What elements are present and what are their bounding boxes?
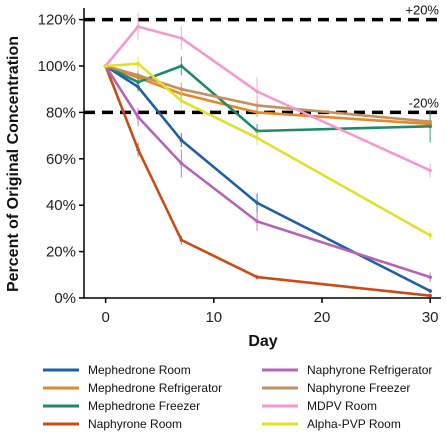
data-point bbox=[428, 233, 432, 238]
data-point bbox=[103, 64, 108, 68]
data-point bbox=[179, 36, 184, 40]
series-naphyrone-refrigerator bbox=[103, 64, 432, 282]
x-tick-label: 0 bbox=[101, 309, 109, 326]
data-point bbox=[255, 89, 259, 94]
data-point bbox=[179, 238, 184, 242]
series-alpha-pvp-room bbox=[103, 56, 432, 240]
data-point bbox=[428, 289, 432, 293]
series-line bbox=[104, 25, 432, 172]
data-point bbox=[428, 275, 432, 279]
legend-label: Naphyrone Freezer bbox=[307, 381, 410, 395]
series-mephedrone-freezer bbox=[103, 56, 432, 143]
data-point bbox=[179, 99, 184, 103]
legend-label: Mephedrone Freezer bbox=[88, 399, 200, 413]
legend-item-mephedrone-refrigerator: Mephedrone Refrigerator bbox=[43, 381, 222, 395]
y-tick-label: 0% bbox=[54, 290, 76, 307]
series-group bbox=[103, 12, 432, 298]
data-point bbox=[179, 161, 184, 166]
data-point bbox=[255, 136, 259, 140]
legend-label: Naphyrone Room bbox=[88, 417, 182, 431]
data-point bbox=[136, 61, 140, 66]
x-tick-label: 30 bbox=[422, 309, 439, 326]
data-point bbox=[255, 201, 259, 205]
legend-label: Mephedrone Refrigerator bbox=[88, 381, 222, 395]
y-tick-label: 100% bbox=[38, 58, 76, 75]
x-tick-label: 10 bbox=[205, 309, 222, 326]
data-point bbox=[136, 147, 140, 152]
legend-item-naphyrone-room: Naphyrone Room bbox=[43, 417, 182, 431]
data-point bbox=[179, 87, 184, 91]
axes: 0% 20% 40% 60% 80% 100% 120% 0 10 20 30 bbox=[38, 8, 441, 326]
y-tick-label: 20% bbox=[46, 244, 76, 261]
legend-item-mephedrone-room: Mephedrone Room bbox=[43, 363, 191, 377]
legend-label: Alpha-PVP Room bbox=[307, 417, 401, 431]
legend-label: Naphyrone Refrigerator bbox=[307, 363, 432, 377]
data-point bbox=[136, 24, 140, 29]
y-tick-label: 40% bbox=[46, 197, 76, 214]
data-point bbox=[428, 119, 432, 124]
series-mdpv-room bbox=[103, 12, 432, 178]
x-tick-label: 20 bbox=[314, 309, 331, 326]
data-point bbox=[255, 110, 259, 115]
legend-item-naphyrone-refrigerator: Naphyrone Refrigerator bbox=[262, 363, 432, 377]
data-point bbox=[255, 219, 259, 224]
legend: Mephedrone Room Naphyrone Refrigerator Mep… bbox=[43, 363, 432, 431]
data-point bbox=[136, 73, 140, 78]
legend-item-naphyrone-freezer: Naphyrone Freezer bbox=[262, 381, 410, 395]
legend-label: Mephedrone Room bbox=[88, 363, 191, 377]
data-point bbox=[136, 115, 140, 119]
data-point bbox=[179, 138, 184, 143]
data-point bbox=[428, 293, 432, 298]
y-tick-label: 60% bbox=[46, 151, 76, 168]
y-tick-label: 80% bbox=[46, 104, 76, 121]
data-point bbox=[428, 168, 432, 173]
data-point bbox=[255, 275, 259, 279]
reference-line-label: -20% bbox=[409, 95, 440, 110]
legend-item-mephedrone-freezer: Mephedrone Freezer bbox=[43, 399, 200, 413]
data-point bbox=[179, 64, 184, 68]
reference-lines: +20% -20% bbox=[84, 3, 441, 115]
x-axis-title: Day bbox=[248, 333, 277, 350]
series-line bbox=[104, 64, 432, 293]
legend-item-alpha-pvp-room: Alpha-PVP Room bbox=[262, 417, 401, 431]
data-point bbox=[136, 80, 140, 85]
legend-item-mdpv-room: MDPV Room bbox=[262, 399, 377, 413]
y-tick-label: 120% bbox=[38, 12, 76, 29]
legend-label: MDPV Room bbox=[307, 399, 377, 413]
reference-line-label: +20% bbox=[405, 3, 439, 18]
y-axis-title: Percent of Original Concentration bbox=[5, 36, 22, 292]
